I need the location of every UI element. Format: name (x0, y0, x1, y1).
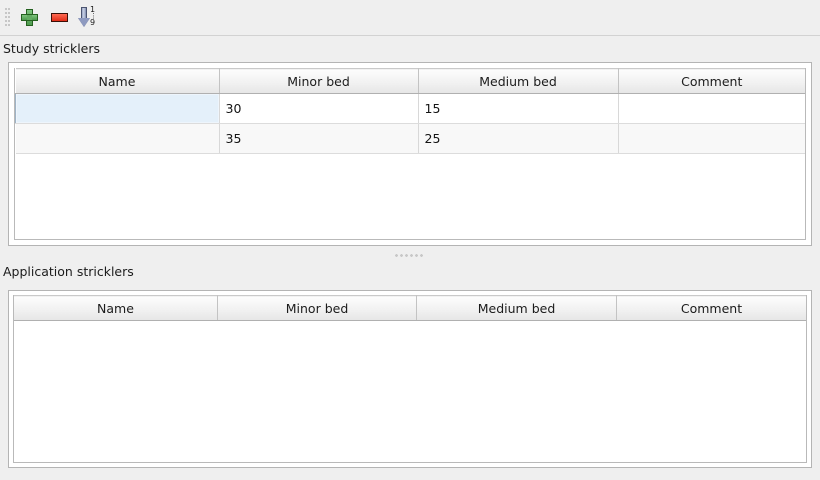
cell-minor-bed[interactable]: 30 (219, 93, 419, 124)
arrow-head (78, 18, 90, 27)
study-stricklers-label: Study stricklers (3, 41, 101, 56)
application-stricklers-table-container[interactable]: Name Minor bed Medium bed Comment (13, 295, 807, 463)
study-stricklers-table-container[interactable]: Name Minor bed Medium bed Comment 30 15 (14, 68, 806, 240)
cell-medium-bed[interactable]: 15 (418, 93, 619, 124)
study-stricklers-panel: Name Minor bed Medium bed Comment 30 15 (8, 62, 812, 246)
sort-order-digits: 1 ⋮ 9 (90, 6, 100, 27)
sort-digit-top: 1 (90, 5, 96, 14)
add-row-button[interactable] (14, 3, 44, 33)
sort-digit-bottom: 9 (90, 18, 96, 27)
table-header-row: Name Minor bed Medium bed Comment (14, 295, 806, 321)
panel-splitter[interactable] (0, 250, 820, 260)
column-header-comment[interactable]: Comment (618, 68, 805, 94)
sort-ascending-1-9-icon: 1 ⋮ 9 (78, 6, 100, 28)
application-stricklers-panel: Name Minor bed Medium bed Comment (8, 290, 812, 468)
sort-dots: ⋮ (90, 12, 97, 20)
study-stricklers-table: Name Minor bed Medium bed Comment 30 15 (15, 68, 805, 154)
cell-medium-bed[interactable]: 25 (418, 123, 619, 154)
splitter-grip-icon (395, 253, 425, 257)
cell-minor-bed[interactable]: 35 (219, 123, 419, 154)
sort-button[interactable]: 1 ⋮ 9 (74, 3, 104, 33)
toolbar: 1 ⋮ 9 (0, 0, 820, 36)
column-header-minor-bed[interactable]: Minor bed (217, 295, 417, 321)
table-row[interactable]: 30 15 (15, 93, 805, 124)
grip-dots-icon (5, 7, 10, 28)
table-header-row: Name Minor bed Medium bed Comment (15, 68, 805, 94)
column-header-name[interactable]: Name (14, 295, 218, 321)
cell-name[interactable] (15, 93, 220, 124)
remove-row-button[interactable] (44, 3, 74, 33)
column-header-medium-bed[interactable]: Medium bed (418, 68, 619, 94)
application-stricklers-label: Application stricklers (3, 264, 134, 279)
table-row[interactable]: 35 25 (15, 123, 805, 154)
column-header-name[interactable]: Name (15, 68, 220, 94)
column-header-minor-bed[interactable]: Minor bed (219, 68, 419, 94)
cell-comment[interactable] (618, 123, 805, 154)
cell-comment[interactable] (618, 93, 805, 124)
toolbar-drag-grip[interactable] (3, 7, 12, 29)
minus-icon (50, 13, 68, 22)
column-header-comment[interactable]: Comment (616, 295, 806, 321)
application-stricklers-table: Name Minor bed Medium bed Comment (14, 295, 806, 321)
cell-name[interactable] (15, 123, 220, 154)
column-header-medium-bed[interactable]: Medium bed (416, 295, 617, 321)
plus-icon (20, 9, 38, 26)
